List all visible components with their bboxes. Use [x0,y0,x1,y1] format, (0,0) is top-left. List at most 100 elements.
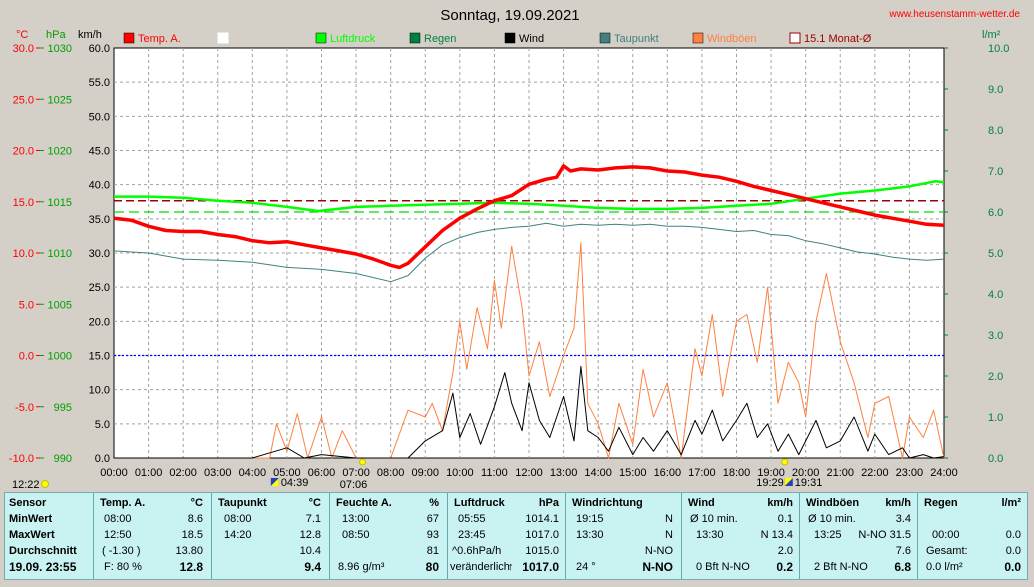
wind-foot-left: 0 Bft N-NO [696,561,750,573]
hum-min-time: 13:00 [342,513,370,525]
rain-min-time: 00:00 [932,529,960,541]
temp-tick-label: 15.0 [13,197,34,209]
rain-min-val: 0.0 [1005,529,1021,541]
stats-col-sensor: Sensor MinWert MaxWert Durchschnitt 19.0… [5,493,93,579]
legend-swatch [409,32,421,44]
x-tick-label: 16:00 [654,467,682,479]
series-lines [113,164,945,459]
legend-swatch [599,32,611,44]
press-trend-icon: ↑ [508,561,514,573]
wind-avg-val: 2.0 [777,545,793,557]
wind-unit: km/h [767,497,793,509]
legend-label: Temp. A. [138,33,181,45]
temp-min-val: 8.6 [187,513,203,525]
rain-avg-note: Gesamt: [926,545,968,557]
legend-label: Wind [519,33,544,45]
temp-max-time: 12:50 [104,529,132,541]
gust-foot-left: 2 Bft N-NO [814,561,868,573]
wdir-foot-val: N-NO [642,560,673,574]
hpa-tick-label: 990 [54,453,72,465]
x-tick-label: 02:00 [169,467,197,479]
press-header: Luftdruck [454,497,505,509]
legend-label: Windböen [707,33,757,45]
press-foot-val: 1017.0 [522,560,559,574]
kmh-tick-label: 55.0 [89,77,110,89]
hum-min-val: 67 [426,513,439,525]
sunrise-icon-half [270,478,279,486]
sunset-time-label-a: 19:29 [756,477,784,489]
hum-avg-val: 81 [426,545,439,557]
stats-col-press: Luftdruck hPa 05:55 1014.1 23:45 1017.0 … [447,493,565,579]
x-tick-label: 05:00 [273,467,301,479]
press-unit: hPa [538,497,559,509]
x-tick-label: 20:00 [792,467,820,479]
wdir-foot-left: 24 ° [576,561,596,573]
rain-tick-label: 3.0 [988,330,1003,342]
legend-label: Taupunkt [614,33,659,45]
gust-avg-val: 7.6 [895,545,911,557]
rain-foot-val: 0.0 [1004,560,1021,574]
sunset-icon-half [784,478,793,486]
website-label[interactable]: www.heusenstamm-wetter.de [888,9,1020,20]
x-tick-label: 13:00 [550,467,578,479]
temp-axis-unit: °C [16,29,28,41]
wdir-avg-val: N-NO [644,545,673,557]
wdir-header: Windrichtung [572,497,643,509]
x-tick-label: 12:00 [515,467,543,479]
kmh-tick-label: 45.0 [89,146,110,158]
hpa-tick-label: 1020 [48,146,72,158]
temp-tick-label: 30.0 [13,43,34,55]
x-tick-label: 07:00 [342,467,370,479]
x-tick-label: 10:00 [446,467,474,479]
temp-foot-val: 12.8 [179,560,203,574]
stats-sensor-header: Sensor [9,497,47,509]
legend-label: Regen [424,33,456,45]
kmh-tick-label: 10.0 [89,385,110,397]
legend-label: Luftdruck [330,33,376,45]
kmh-tick-label: 60.0 [89,43,110,55]
hum-foot-left: 8.96 g/m³ [338,561,385,573]
legend-label: 15.1 Monat-Ø [804,33,872,45]
wind-max-val: N 13.4 [760,529,793,541]
press-avg-val: 1015.0 [525,545,559,557]
legend-swatch [217,32,229,44]
stats-col-hum: Feuchte A. % 13:00 67 08:50 93 81 8.96 g… [329,493,447,579]
stats-col-gust: Windböen km/h Ø 10 min. 3.4 13:25 N-NO 3… [799,493,917,579]
hpa-tick-label: 1005 [48,299,72,311]
kmh-tick-label: 0.0 [95,453,110,465]
rain-foot-left: 0.0 l/m² [926,561,963,573]
temp-unit: °C [190,497,203,509]
rain-tick-label: 2.0 [988,371,1003,383]
wind-header: Wind [688,497,715,509]
press-max-val: 1017.0 [525,529,559,541]
sunrise-time-label: 04:39 [281,477,309,489]
hpa-tick-label: 1000 [48,351,72,363]
stats-col-dew: Taupunkt °C 08:00 7.1 14:20 12.8 10.4 9.… [211,493,329,579]
grid [114,48,944,458]
wind-min-val: 0.1 [777,513,793,525]
press-min-time: 05:55 [458,513,486,525]
x-tick-label: 00:00 [100,467,128,479]
axis-ticks: 00:00 01:00 02:00 03:00 04:00 05:00 06:00 07:00… [9,43,1010,479]
rain-tick-label: 9.0 [988,84,1003,96]
rain-tick-label: 4.0 [988,289,1003,301]
temp-avg-note: ( -1.30 ) [102,545,141,557]
legend-swatch [692,32,704,44]
kmh-tick-label: 40.0 [89,180,110,192]
stats-col-temp: Temp. A. °C 08:00 8.6 12:50 18.5 ( -1.30… [93,493,211,579]
rain-avg-val: 0.0 [1005,545,1021,557]
legend-swatch [789,32,801,44]
wdir-max-val: N [665,529,673,541]
rain-unit: l/m² [1001,497,1021,509]
stats-row-max: MaxWert [9,529,55,541]
temp-tick-label: 25.0 [13,94,34,106]
series-line-taupunkt [113,222,945,283]
dew-unit: °C [308,497,321,509]
current-time-sun-icon [41,480,49,488]
gust-min-time: Ø 10 min. [808,513,856,525]
x-tick-label: 04:00 [239,467,267,479]
x-tick-label: 23:00 [896,467,924,479]
gust-max-val: N-NO 31.5 [858,529,911,541]
hum-header: Feuchte A. [336,497,392,509]
sunset-time-label-b: 19:31 [795,477,823,489]
